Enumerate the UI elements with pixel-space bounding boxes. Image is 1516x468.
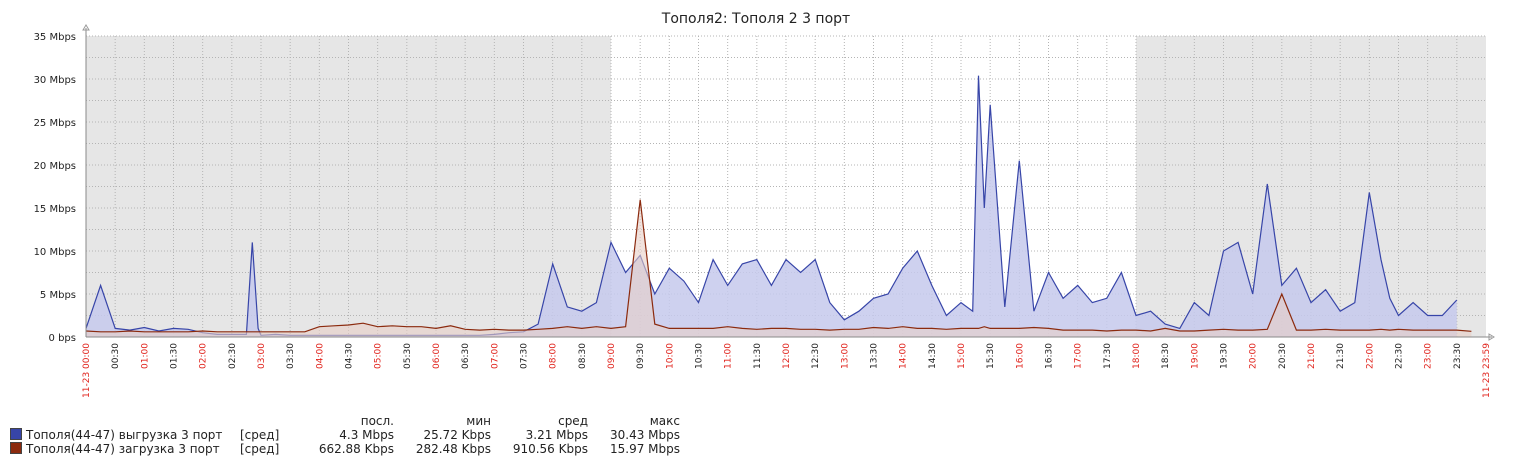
x-tick-label: 15:00: [957, 343, 967, 369]
legend-last: 4.3 Mbps: [339, 428, 394, 442]
series-area-0: [86, 75, 1457, 337]
x-tick-label: 19:00: [1190, 343, 1200, 369]
x-tick-label: 12:00: [782, 343, 792, 369]
axes: [82, 24, 1495, 341]
x-tick-label: 05:30: [403, 343, 413, 369]
legend-header-min: мин: [466, 414, 491, 428]
legend-row-download: Тополя(44-47) загрузка 3 порт [сред] 662…: [10, 442, 680, 456]
x-tick-label: 11-23 23:59: [1482, 343, 1492, 398]
x-tick-label: 09:30: [636, 343, 646, 369]
x-tick-label: 07:30: [520, 343, 530, 369]
legend-min: 25.72 Kbps: [423, 428, 491, 442]
x-tick-label: 04:30: [345, 343, 355, 369]
x-tick-label: 18:30: [1161, 343, 1171, 369]
y-tick-label: 10 Mbps: [34, 247, 76, 258]
x-tick-label: 17:30: [1103, 343, 1113, 369]
x-tick-label: 21:30: [1336, 343, 1346, 369]
x-tick-label: 02:30: [228, 343, 238, 369]
x-tick-label: 20:00: [1249, 343, 1259, 369]
x-tick-label: 06:00: [432, 343, 442, 369]
legend-avg: 3.21 Mbps: [525, 428, 588, 442]
legend-max: 15.97 Mbps: [609, 442, 680, 456]
x-tick-label: 22:30: [1395, 343, 1405, 369]
y-tick-label: 15 Mbps: [34, 204, 76, 215]
x-tick-label: 02:00: [199, 343, 209, 369]
legend-last: 662.88 Kbps: [318, 442, 394, 456]
x-tick-label: 00:30: [111, 343, 121, 369]
legend-header-last: посл.: [360, 414, 394, 428]
x-tick-label: 01:30: [170, 343, 180, 369]
x-tick-label: 22:00: [1365, 343, 1375, 369]
legend-min: 282.48 Kbps: [415, 442, 491, 456]
legend-swatch-upload: [10, 428, 22, 440]
x-tick-label: 11-23 00:00: [82, 343, 92, 398]
x-tick-label: 19:30: [1220, 343, 1230, 369]
y-axis-ticks: 0 bps 5 Mbps 10 Mbps 15 Mbps 20 Mbps 25 Mbps 3…: [34, 32, 76, 344]
legend-row-upload: Тополя(44-47) выгрузка 3 порт [сред] 4.3…: [10, 428, 680, 442]
x-tick-label: 13:30: [870, 343, 880, 369]
x-tick-label: 16:00: [1015, 343, 1025, 369]
y-tick-label: 5 Mbps: [40, 290, 76, 301]
x-tick-label: 16:30: [1045, 343, 1055, 369]
x-tick-label: 07:00: [490, 343, 500, 369]
x-tick-label: 23:30: [1453, 343, 1463, 369]
x-tick-label: 04:00: [315, 343, 325, 369]
y-axis-arrow: [82, 24, 90, 31]
x-tick-label: 14:00: [899, 343, 909, 369]
x-tick-label: 23:00: [1424, 343, 1434, 369]
x-tick-label: 15:30: [986, 343, 996, 369]
legend-swatch-download: [10, 442, 22, 454]
x-tick-label: 08:00: [549, 343, 559, 369]
legend-header-max: макс: [649, 414, 680, 428]
legend-header-avg: сред: [558, 414, 588, 428]
x-tick-label: 05:00: [374, 343, 384, 369]
y-tick-label: 25 Mbps: [34, 118, 76, 129]
series-layer: [85, 75, 1472, 337]
chart-title: Тополя2: Тополя 2 3 порт: [661, 11, 850, 27]
x-tick-label: 14:30: [928, 343, 938, 369]
x-tick-label: 01:00: [140, 343, 150, 369]
y-tick-label: 0 bps: [49, 333, 76, 344]
x-tick-label: 06:30: [461, 343, 471, 369]
legend-function: [сред]: [240, 442, 280, 456]
y-tick-label: 20 Mbps: [34, 161, 76, 172]
x-tick-label: 21:00: [1307, 343, 1317, 369]
x-tick-label: 11:00: [724, 343, 734, 369]
legend-series-name: Тополя(44-47) загрузка 3 порт: [26, 442, 220, 456]
x-axis-ticks: 00:30 01:00 01:30 02:00 02:30 03:00 03:30 04:00…: [82, 343, 1492, 398]
series-line-1: [85, 199, 1472, 333]
x-tick-label: 03:30: [286, 343, 296, 369]
x-tick-label: 18:00: [1132, 343, 1142, 369]
y-tick-label: 35 Mbps: [34, 32, 76, 43]
x-tick-label: 03:00: [257, 343, 267, 369]
legend-series-name: Тополя(44-47) выгрузка 3 порт: [26, 428, 223, 442]
legend: посл. мин сред макс Тополя(44-47) выгруз…: [10, 414, 680, 456]
legend-function: [сред]: [240, 428, 280, 442]
x-tick-label: 20:30: [1278, 343, 1288, 369]
y-tick-label: 30 Mbps: [34, 75, 76, 86]
x-tick-label: 10:30: [695, 343, 705, 369]
x-tick-label: 09:00: [607, 343, 617, 369]
x-tick-label: 11:30: [753, 343, 763, 369]
x-tick-label: 08:30: [578, 343, 588, 369]
x-axis-arrow: [1488, 333, 1495, 341]
x-tick-label: 13:00: [840, 343, 850, 369]
legend-avg: 910.56 Kbps: [512, 442, 588, 456]
x-tick-label: 10:00: [665, 343, 675, 369]
legend-max: 30.43 Mbps: [609, 428, 680, 442]
x-tick-label: 17:00: [1074, 343, 1084, 369]
x-tick-label: 12:30: [811, 343, 821, 369]
